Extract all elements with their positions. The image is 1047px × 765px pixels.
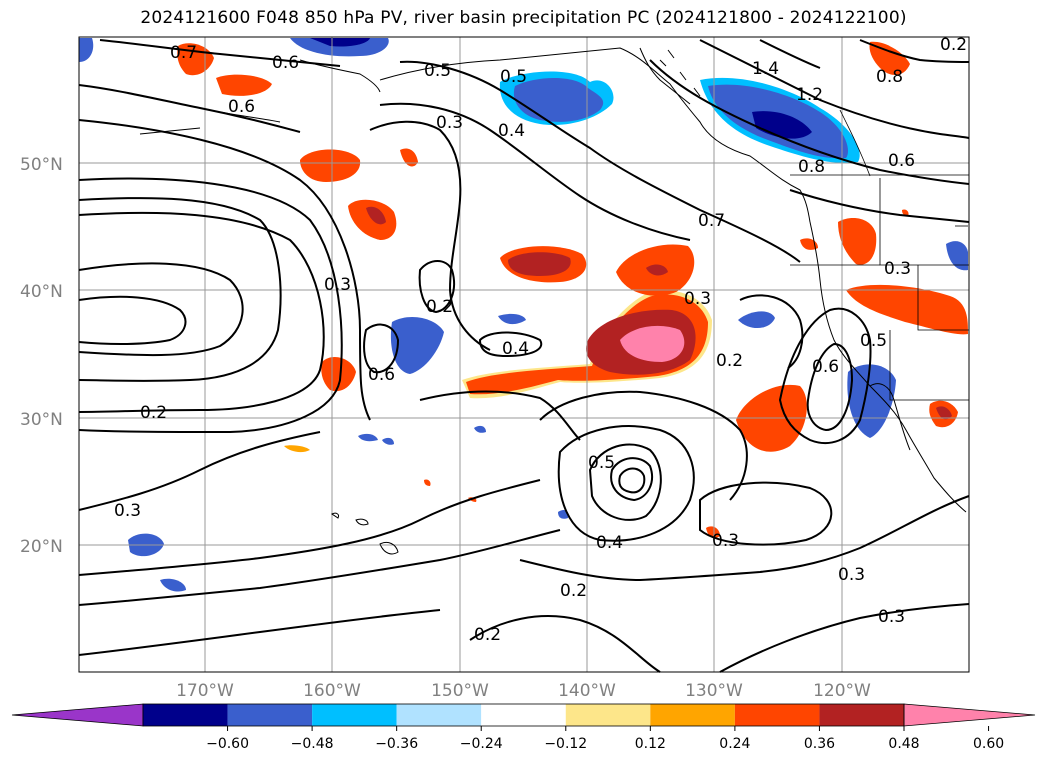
- colorbar: −0.60 −0.48 −0.36 −0.24 −0.12 0.12 0.24 0.36 0.4…: [11, 703, 1036, 752]
- contour-label: 0.3: [878, 607, 905, 627]
- contour-label: 0.5: [424, 61, 451, 81]
- lat-label-20n: 20°N: [20, 537, 63, 557]
- lon-label-160w: 160°W: [303, 681, 361, 701]
- colorbar-tick-label: −0.60: [206, 736, 249, 752]
- colorbar-extend-high: [903, 703, 1036, 727]
- contour-label: 0.6: [812, 357, 839, 377]
- contour-label: 0.3: [436, 113, 463, 133]
- contour-label: 0.2: [140, 403, 167, 423]
- contour-label: 0.2: [426, 297, 453, 317]
- precipitation-fill: [79, 38, 968, 592]
- colorbar-tick-label: −0.36: [375, 736, 418, 752]
- colorbar-segment: [481, 704, 566, 726]
- contour-label: 0.6: [228, 97, 255, 117]
- colorbar-tick-label: −0.24: [460, 736, 503, 752]
- colorbar-segment: [396, 704, 482, 726]
- contour-label: 0.3: [712, 531, 739, 551]
- contour-label: 0.3: [684, 289, 711, 309]
- colorbar-segment: [650, 704, 735, 726]
- contour-label: 0.4: [596, 533, 623, 553]
- colorbar-segment: [312, 704, 397, 726]
- colorbar-tick-label: 0.36: [804, 736, 835, 752]
- contour-label: 0.8: [876, 67, 903, 87]
- contour-label: 0.2: [716, 351, 743, 371]
- contour-label: 0.6: [368, 365, 395, 385]
- colorbar-tick-label: 0.24: [719, 736, 750, 752]
- contour-label: 0.6: [888, 151, 915, 171]
- colorbar-extend-low: [11, 703, 144, 727]
- contour-label: 0.4: [498, 121, 525, 141]
- contour-label: 0.4: [502, 339, 529, 359]
- contour-label: 0.5: [860, 331, 887, 351]
- contour-label: 0.3: [114, 501, 141, 521]
- lon-label-140w: 140°W: [558, 681, 616, 701]
- longitude-labels: 170°W 160°W 150°W 140°W 130°W 120°W: [176, 681, 871, 701]
- lon-label-150w: 150°W: [431, 681, 489, 701]
- pv-contours: [78, 39, 970, 673]
- colorbar-segment: [227, 704, 313, 726]
- colorbar-segment: [143, 704, 228, 726]
- contour-label: 1.2: [796, 85, 823, 105]
- colorbar-outline: [142, 703, 905, 727]
- colorbar-tick-label: −0.48: [291, 736, 334, 752]
- lon-label-130w: 130°W: [685, 681, 743, 701]
- contour-label: 0.8: [798, 157, 825, 177]
- contour-label: 0.2: [474, 625, 501, 645]
- coastlines: [139, 47, 967, 555]
- contour-label: 0.6: [272, 53, 299, 73]
- contour-label: 0.2: [940, 35, 967, 55]
- contour-label: 0.5: [588, 453, 615, 473]
- contour-label: 0.7: [698, 211, 725, 231]
- contour-label: 0.5: [500, 67, 527, 87]
- colorbar-segment: [734, 704, 820, 726]
- latitude-labels: 50°N 40°N 30°N 20°N: [20, 155, 63, 557]
- contour-label: 0.2: [560, 581, 587, 601]
- contour-label: 1.4: [752, 59, 779, 79]
- lat-label-50n: 50°N: [20, 155, 63, 175]
- graticule: [79, 37, 969, 672]
- political-boundaries: [790, 109, 969, 401]
- lat-label-40n: 40°N: [20, 282, 63, 302]
- lat-label-30n: 30°N: [20, 410, 63, 430]
- contour-label: 0.3: [884, 259, 911, 279]
- colorbar-tick-label: −0.12: [544, 736, 587, 752]
- map-border: [78, 36, 970, 673]
- colorbar-tick-label: 0.60: [973, 736, 1004, 752]
- map-title: 2024121600 F048 850 hPa PV, river basin …: [140, 8, 907, 28]
- contour-label: 0.3: [838, 565, 865, 585]
- lon-label-170w: 170°W: [176, 681, 234, 701]
- contour-label: 0.3: [324, 275, 351, 295]
- contour-label: 0.7: [170, 43, 197, 63]
- lon-label-120w: 120°W: [813, 681, 871, 701]
- contour-labels: 0.7 0.6 0.5 0.5 0.6 0.3 0.4 1.4 1.2 0.8 …: [114, 35, 967, 645]
- colorbar-tick-label: 0.48: [888, 736, 919, 752]
- colorbar-segment: [565, 704, 651, 726]
- colorbar-tick-label: 0.12: [635, 736, 666, 752]
- colorbar-segment: [819, 704, 904, 726]
